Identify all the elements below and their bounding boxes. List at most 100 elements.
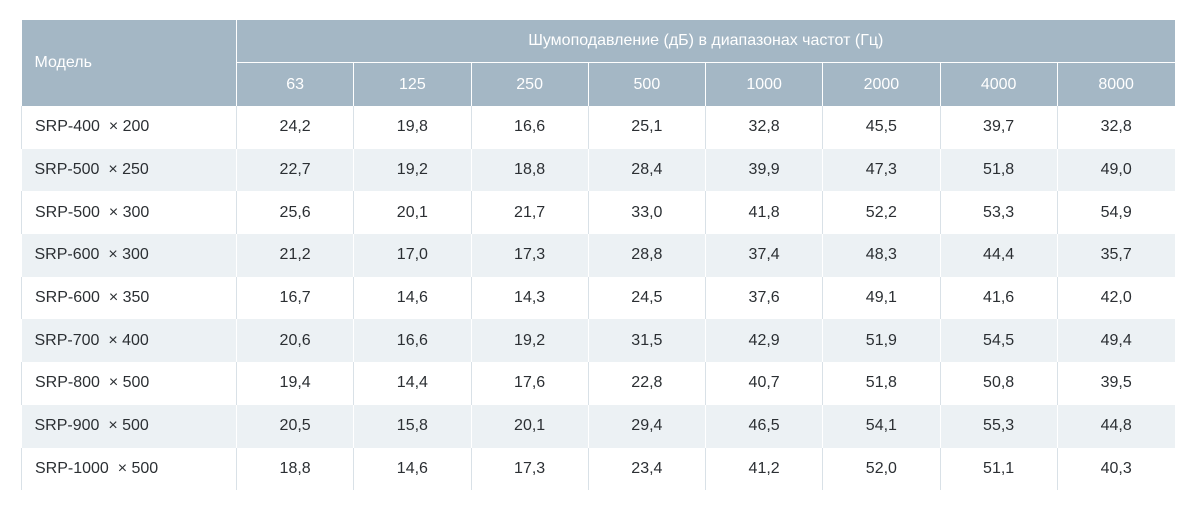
value-cell: 41,6	[939, 276, 1058, 320]
value-cell: 51,9	[822, 319, 940, 363]
model-cell: SRP-700 × 400	[21, 319, 237, 363]
value-cell: 54,5	[939, 319, 1058, 363]
model-cell: SRP-400 × 200	[21, 106, 237, 149]
value-cell: 52,0	[822, 447, 940, 491]
value-cell: 51,8	[939, 148, 1058, 192]
value-cell: 31,5	[587, 319, 706, 363]
table-row: SRP-400 × 200 24,2 19,8 16,6 25,1 32,8 45,5 39,…	[21, 106, 1175, 149]
table-body: SRP-400 × 200 24,2 19,8 16,6 25,1 32,8 45,5 39,…	[21, 106, 1175, 491]
frequency-header: 125	[353, 62, 472, 106]
table-row: SRP-600 × 350 16,7 14,6 14,3 24,5 37,6 49,1 41,…	[21, 276, 1175, 320]
value-cell: 44,8	[1056, 404, 1175, 448]
table-row: SRP-600 × 300 21,2 17,0 17,3 28,8 37,4 48,3 44,…	[21, 234, 1175, 277]
frequency-header: 500	[588, 62, 707, 106]
value-cell: 51,8	[822, 362, 940, 405]
value-cell: 14,6	[353, 276, 471, 320]
value-cell: 39,7	[939, 106, 1058, 149]
value-cell: 45,5	[822, 106, 940, 149]
value-cell: 41,8	[704, 191, 823, 235]
value-cell: 20,1	[470, 404, 589, 448]
value-cell: 37,4	[704, 234, 823, 277]
value-cell: 23,4	[587, 447, 706, 491]
value-cell: 19,8	[353, 106, 471, 149]
model-cell: SRP-500 × 250	[21, 148, 237, 192]
model-cell: SRP-1000 × 500	[21, 447, 237, 491]
value-cell: 37,6	[704, 276, 823, 320]
frequency-header: 250	[471, 62, 589, 106]
value-cell: 28,8	[587, 234, 706, 277]
value-cell: 48,3	[822, 234, 940, 277]
value-cell: 20,5	[235, 404, 354, 448]
value-cell: 54,9	[1056, 191, 1175, 235]
table-row: SRP-700 × 400 20,6 16,6 19,2 31,5 42,9 51,9 54,…	[21, 319, 1175, 363]
value-cell: 50,8	[939, 362, 1058, 405]
value-cell: 19,2	[353, 148, 471, 192]
value-cell: 40,3	[1056, 447, 1175, 491]
model-cell: SRP-500 × 300	[21, 191, 237, 235]
value-cell: 46,5	[704, 404, 823, 448]
value-cell: 42,0	[1056, 276, 1175, 320]
value-cell: 49,0	[1056, 148, 1175, 192]
value-cell: 51,1	[939, 447, 1058, 491]
value-cell: 25,6	[235, 191, 354, 235]
value-cell: 32,8	[704, 106, 823, 149]
value-cell: 16,6	[353, 319, 471, 363]
frequency-header: 63	[236, 62, 355, 106]
table-row: SRP-500 × 250 22,7 19,2 18,8 28,4 39,9 47,3 51,…	[21, 148, 1175, 192]
value-cell: 14,3	[470, 276, 589, 320]
value-cell: 20,1	[353, 191, 471, 235]
value-cell: 41,2	[704, 447, 823, 491]
table-row: SRP-900 × 500 20,5 15,8 20,1 29,4 46,5 54,1 55,…	[21, 404, 1175, 448]
value-cell: 17,3	[470, 234, 589, 277]
value-cell: 39,5	[1056, 362, 1175, 405]
value-cell: 19,2	[470, 319, 589, 363]
value-cell: 40,7	[704, 362, 823, 405]
value-cell: 32,8	[1056, 106, 1175, 149]
value-cell: 44,4	[939, 234, 1058, 277]
value-cell: 25,1	[587, 106, 706, 149]
value-cell: 19,4	[235, 362, 354, 405]
value-cell: 24,5	[587, 276, 706, 320]
value-cell: 22,8	[587, 362, 706, 405]
table-row: SRP-800 × 500 19,4 14,4 17,6 22,8 40,7 51,8 50,…	[21, 362, 1175, 405]
model-cell: SRP-600 × 350	[21, 276, 237, 320]
value-cell: 28,4	[587, 148, 706, 192]
noise-reduction-group-header: Шумоподавление (дБ) в диапазонах частот …	[236, 20, 1175, 63]
value-cell: 16,7	[235, 276, 354, 320]
value-cell: 14,6	[353, 447, 471, 491]
value-cell: 39,9	[704, 148, 823, 192]
model-cell: SRP-600 × 300	[21, 234, 237, 277]
table-header: Модель Шумоподавление (дБ) в диапазонах …	[21, 20, 1175, 106]
value-cell: 52,2	[822, 191, 940, 235]
table-row: SRP-500 × 300 25,6 20,1 21,7 33,0 41,8 52,2 53,…	[21, 191, 1175, 235]
table-row: SRP-1000 × 500 18,8 14,6 17,3 23,4 41,2 52,0 51…	[21, 447, 1175, 491]
value-cell: 16,6	[470, 106, 589, 149]
value-cell: 29,4	[587, 404, 706, 448]
value-cell: 55,3	[939, 404, 1058, 448]
value-cell: 21,7	[470, 191, 589, 235]
noise-reduction-table: Модель Шумоподавление (дБ) в диапазонах …	[21, 20, 1175, 491]
value-cell: 18,8	[470, 148, 589, 192]
value-cell: 18,8	[235, 447, 354, 491]
model-cell: SRP-800 × 500	[21, 362, 237, 405]
frequency-header: 4000	[940, 62, 1058, 106]
value-cell: 47,3	[822, 148, 940, 192]
model-cell: SRP-900 × 500	[21, 404, 237, 448]
value-cell: 15,8	[353, 404, 471, 448]
value-cell: 21,2	[235, 234, 354, 277]
model-column-header: Модель	[21, 20, 237, 106]
frequency-header: 1000	[705, 62, 824, 106]
value-cell: 17,0	[353, 234, 471, 277]
value-cell: 14,4	[353, 362, 471, 405]
value-cell: 35,7	[1056, 234, 1175, 277]
value-cell: 33,0	[587, 191, 706, 235]
value-cell: 42,9	[704, 319, 823, 363]
value-cell: 53,3	[939, 191, 1058, 235]
value-cell: 20,6	[235, 319, 354, 363]
value-cell: 17,3	[470, 447, 589, 491]
value-cell: 49,4	[1056, 319, 1175, 363]
noise-reduction-table-container: Модель Шумоподавление (дБ) в диапазонах …	[21, 20, 1175, 491]
value-cell: 17,6	[470, 362, 589, 405]
value-cell: 22,7	[235, 148, 354, 192]
frequency-header: 2000	[822, 62, 941, 106]
